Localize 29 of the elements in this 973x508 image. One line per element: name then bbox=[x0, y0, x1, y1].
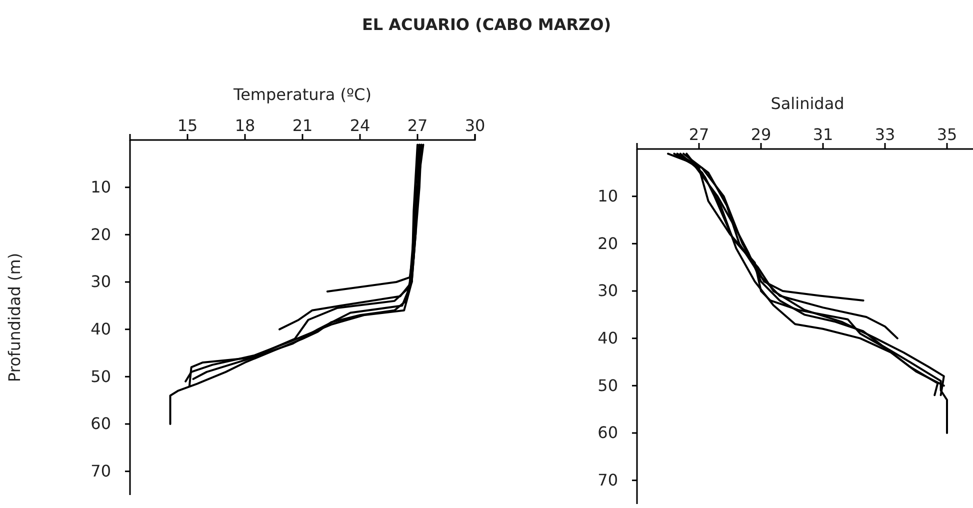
chart-title: EL ACUARIO (CABO MARZO) bbox=[362, 15, 612, 34]
y-tick-label: 50 bbox=[598, 376, 618, 395]
y-tick-label: 50 bbox=[90, 366, 111, 386]
x-tick-label: 21 bbox=[292, 116, 313, 135]
x-tick-label: 33 bbox=[874, 125, 896, 144]
y-tick-label: 30 bbox=[90, 272, 111, 292]
y-tick-label: 20 bbox=[598, 234, 618, 253]
y-tick-label: 30 bbox=[598, 281, 618, 300]
x-tick-label: 35 bbox=[936, 125, 958, 144]
x-tick-label: 30 bbox=[464, 116, 486, 135]
x-tick-label: 18 bbox=[234, 116, 256, 135]
y-axis-title: Profundidad (m) bbox=[5, 252, 24, 382]
y-tick-label: 40 bbox=[90, 319, 111, 338]
x-tick-label: 27 bbox=[688, 125, 710, 144]
y-tick-label: 60 bbox=[598, 423, 618, 442]
x-tick-label: 15 bbox=[177, 116, 198, 135]
x-tick-label: 29 bbox=[750, 125, 772, 144]
y-tick-label: 10 bbox=[90, 177, 111, 196]
x-axis-title: Temperatura (ºC) bbox=[232, 85, 372, 104]
x-tick-label: 27 bbox=[407, 116, 428, 135]
x-tick-label: 31 bbox=[812, 125, 834, 144]
y-tick-label: 20 bbox=[90, 224, 111, 244]
y-tick-label: 60 bbox=[90, 414, 111, 434]
y-tick-label: 70 bbox=[598, 470, 618, 490]
x-axis-title: Salinidad bbox=[770, 94, 844, 113]
y-tick-label: 70 bbox=[90, 461, 111, 480]
y-tick-label: 10 bbox=[598, 186, 618, 206]
x-tick-label: 24 bbox=[350, 116, 370, 135]
y-tick-label: 40 bbox=[598, 328, 618, 348]
